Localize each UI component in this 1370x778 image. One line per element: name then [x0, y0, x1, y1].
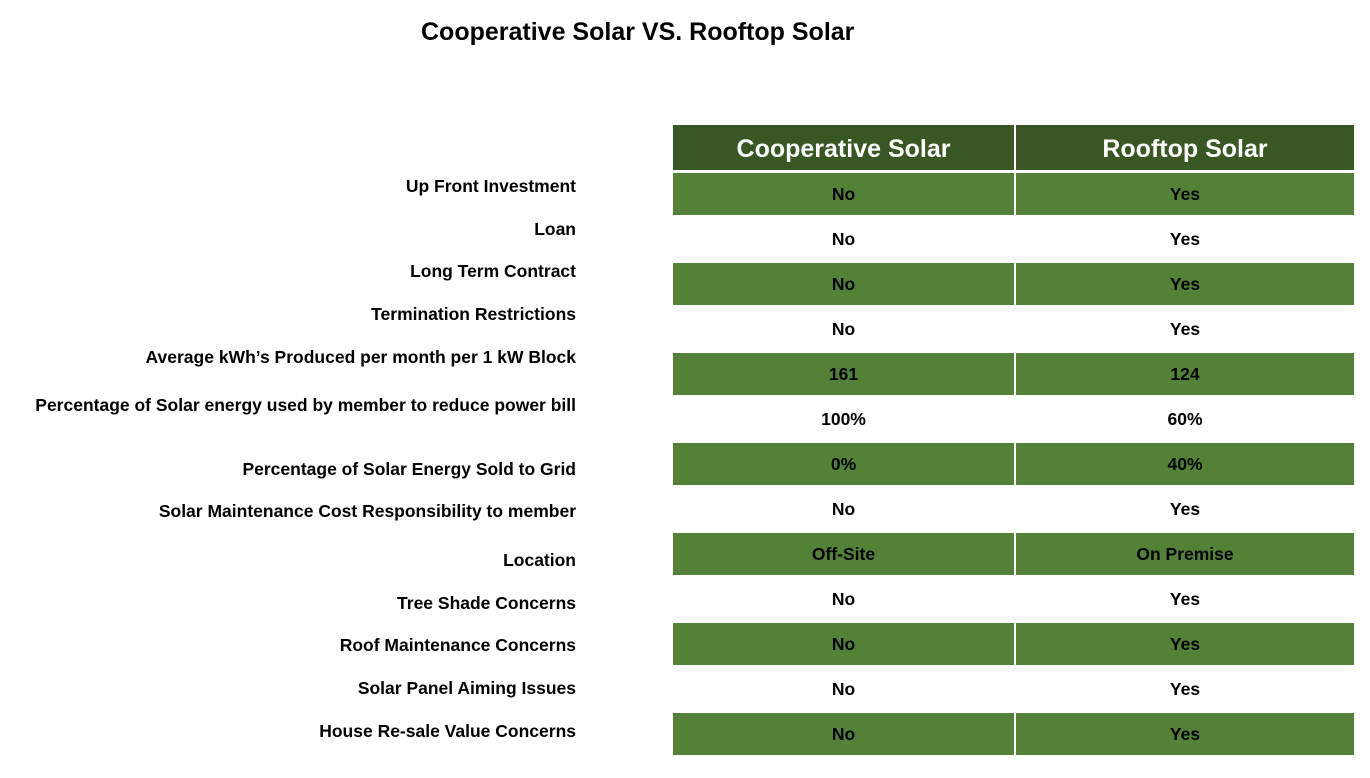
- cooperative-cell: Off-Site: [673, 533, 1014, 575]
- rooftop-cell: Yes: [1014, 218, 1354, 260]
- table-row: No Yes: [673, 713, 1354, 755]
- table-row: 0% 40%: [673, 443, 1354, 485]
- rooftop-cell: Yes: [1014, 173, 1354, 215]
- table-row: 161 124: [673, 353, 1354, 395]
- table-row: No Yes: [673, 218, 1354, 260]
- table-row: No Yes: [673, 488, 1354, 530]
- row-label-location: Location: [503, 550, 576, 570]
- rooftop-cell: 60%: [1014, 398, 1354, 440]
- rooftop-cell: Yes: [1014, 623, 1354, 665]
- table-row: Off-Site On Premise: [673, 533, 1354, 575]
- row-label-panel-aiming: Solar Panel Aiming Issues: [357, 678, 576, 698]
- cooperative-cell: No: [673, 263, 1014, 305]
- table-row: No Yes: [673, 263, 1354, 305]
- cooperative-cell: No: [673, 578, 1014, 620]
- cooperative-cell: No: [673, 623, 1014, 665]
- cooperative-cell: 161: [673, 353, 1014, 395]
- table-row: No Yes: [673, 668, 1354, 710]
- rooftop-cell: Yes: [1014, 713, 1354, 755]
- table-row: No Yes: [673, 173, 1354, 215]
- column-header-cooperative: Cooperative Solar: [673, 125, 1014, 170]
- table-row: 100% 60%: [673, 398, 1354, 440]
- row-label-loan: Loan: [534, 219, 576, 239]
- row-label-roof-maintenance: Roof Maintenance Concerns: [339, 635, 576, 655]
- cooperative-cell: No: [673, 308, 1014, 350]
- cooperative-cell: No: [673, 668, 1014, 710]
- row-label-tree-shade: Tree Shade Concerns: [397, 593, 576, 613]
- row-label-up-front-investment: Up Front Investment: [405, 176, 576, 196]
- row-label-average-kwh: Average kWh’s Produced per month per 1 k…: [145, 347, 576, 367]
- page-title: Cooperative Solar VS. Rooftop Solar: [421, 18, 855, 46]
- table-row: No Yes: [673, 308, 1354, 350]
- column-header-rooftop: Rooftop Solar: [1014, 125, 1354, 170]
- row-label-maintenance-cost: Solar Maintenance Cost Responsibility to…: [158, 501, 576, 521]
- comparison-table: Cooperative Solar Rooftop Solar No Yes N…: [673, 125, 1354, 755]
- row-label-percentage-used: Percentage of Solar energy used by membe…: [35, 395, 576, 415]
- cooperative-cell: 0%: [673, 443, 1014, 485]
- rooftop-cell: Yes: [1014, 488, 1354, 530]
- cooperative-cell: No: [673, 713, 1014, 755]
- row-label-resale-value: House Re-sale Value Concerns: [319, 721, 576, 741]
- rooftop-cell: 40%: [1014, 443, 1354, 485]
- rooftop-cell: Yes: [1014, 578, 1354, 620]
- table-row: No Yes: [673, 578, 1354, 620]
- rooftop-cell: Yes: [1014, 308, 1354, 350]
- table-header-row: Cooperative Solar Rooftop Solar: [673, 125, 1354, 170]
- table-row: No Yes: [673, 623, 1354, 665]
- rooftop-cell: Yes: [1014, 263, 1354, 305]
- cooperative-cell: No: [673, 173, 1014, 215]
- rooftop-cell: On Premise: [1014, 533, 1354, 575]
- cooperative-cell: 100%: [673, 398, 1014, 440]
- rooftop-cell: Yes: [1014, 668, 1354, 710]
- cooperative-cell: No: [673, 488, 1014, 530]
- cooperative-cell: No: [673, 218, 1014, 260]
- rooftop-cell: 124: [1014, 353, 1354, 395]
- row-label-termination-restrictions: Termination Restrictions: [371, 304, 576, 324]
- row-label-percentage-sold: Percentage of Solar Energy Sold to Grid: [242, 459, 576, 479]
- row-label-long-term-contract: Long Term Contract: [410, 261, 576, 281]
